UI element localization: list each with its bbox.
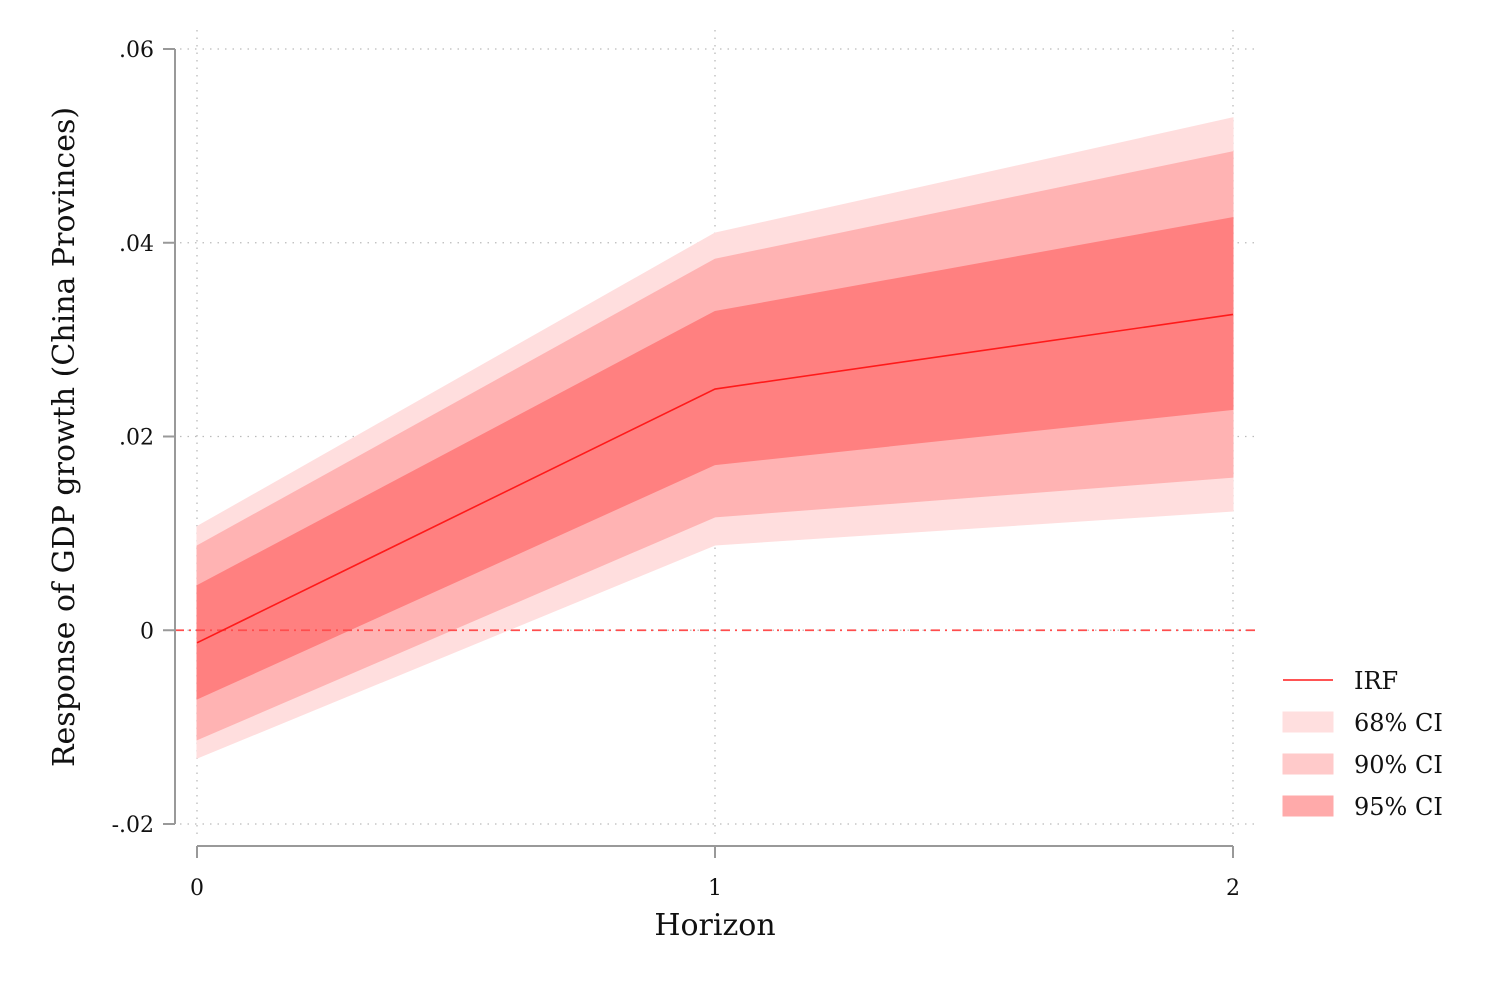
irf-series	[196, 313, 1234, 644]
x-tick-label: 2	[1226, 876, 1240, 901]
legend-label: 90% CI	[1354, 751, 1443, 779]
y-tick-label: .04	[119, 232, 154, 257]
x-axis-label: Horizon	[654, 908, 775, 943]
legend-label: 95% CI	[1354, 793, 1443, 821]
axes: .06 .04 .02 0 -.02 0 1 2	[112, 38, 1240, 901]
legend-label: 68% CI	[1354, 709, 1443, 737]
irf-line	[196, 313, 1234, 644]
legend-swatch-68	[1282, 711, 1334, 733]
y-tick-label: .06	[119, 38, 154, 63]
y-axis-label: Response of GDP growth (China Provinces)	[47, 107, 82, 767]
ci-band-95	[196, 216, 1234, 700]
x-tick-label: 1	[708, 876, 722, 901]
legend: IRF 68% CI 90% CI 95% CI	[1282, 667, 1443, 821]
confidence-bands	[196, 117, 1234, 759]
x-tick-label: 0	[190, 876, 204, 901]
y-tick-label: -.02	[112, 813, 154, 838]
legend-irf-label: IRF	[1354, 667, 1398, 695]
legend-swatch-90	[1282, 753, 1334, 775]
legend-swatch-95	[1282, 795, 1334, 817]
y-tick-label: .02	[119, 426, 154, 451]
y-tick-label: 0	[140, 619, 154, 644]
